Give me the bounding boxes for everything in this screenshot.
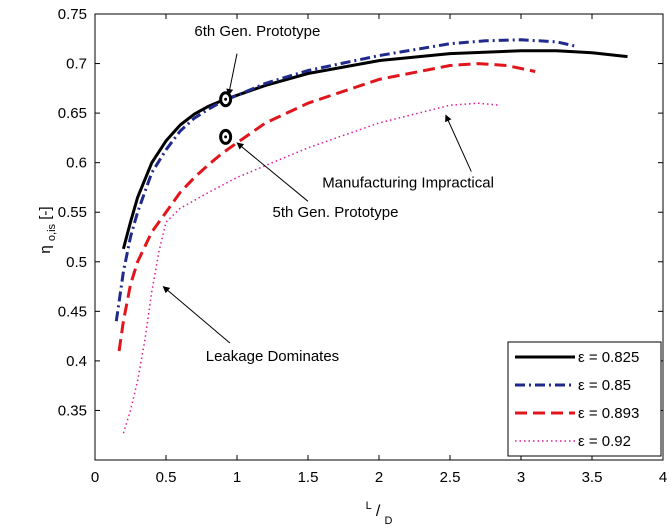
annotation-arrow-1 [226, 53, 238, 96]
y-axis-label: η o,is [-] [37, 206, 59, 253]
legend: ε = 0.825 ε = 0.85 ε = 0.893 ε = 0.92 [507, 341, 662, 457]
series-line-3 [117, 62, 536, 352]
y-axis-label-main: η [37, 245, 54, 253]
annotation-label-2: 5th Gen. Prototype [273, 204, 399, 221]
legend-label-1: ε = 0.825 [578, 349, 639, 366]
annotation-layer: 6th Gen. Prototype 5th Gen. Prototype Manu… [162, 23, 494, 365]
y-tick-label: 0.5 [66, 254, 87, 271]
y-axis-label-sub: o,is [46, 223, 58, 241]
y-tick-label: 0.6 [66, 155, 87, 172]
x-tick-label: 2.5 [440, 469, 461, 486]
plot-frame [94, 13, 664, 461]
y-tick-label: 0.45 [58, 303, 87, 320]
y-tick-label: 0.65 [58, 105, 87, 122]
x-axis-label-main: L [366, 500, 372, 512]
x-tick-label: 1.5 [298, 469, 319, 486]
x-tick-label: 0.5 [156, 469, 177, 486]
x-tick-label: 2 [375, 469, 383, 486]
x-tick-label: 3 [517, 469, 525, 486]
marker-layer [219, 91, 233, 145]
x-axis-label-sub: D [384, 515, 392, 527]
x-axis-label-sep: / [376, 503, 381, 520]
x-tick-label: 3.5 [582, 469, 603, 486]
legend-label-4: ε = 0.92 [578, 433, 631, 450]
legend-label-3: ε = 0.893 [578, 405, 639, 422]
x-tick-label: 0 [91, 469, 99, 486]
x-tick-label: 1 [233, 469, 241, 486]
prototype-marker-dot-1 [224, 97, 228, 101]
annotation-label-1: 6th Gen. Prototype [194, 23, 320, 40]
x-axis-label: L / D [366, 496, 393, 527]
y-tick-label: 0.7 [66, 56, 87, 73]
y-tick-label: 0.55 [58, 204, 87, 221]
axis-ticks: 0 0.5 1 1.5 2 2.5 3 3.5 4 0.35 0.4 0.45 0.5 0.55 0.6 0.… [58, 6, 667, 486]
annotation-arrow-2 [236, 142, 309, 202]
legend-box [507, 341, 662, 457]
annotation-arrow-4 [162, 286, 231, 344]
y-tick-label: 0.75 [58, 6, 87, 23]
y-axis-label-unit: [-] [37, 206, 54, 219]
y-tick-label: 0.35 [58, 402, 87, 419]
annotation-label-4: Leakage Dominates [206, 348, 339, 365]
annotation-label-3: Manufacturing Impractical [322, 174, 494, 191]
x-tick-label: 4 [659, 469, 667, 486]
series-line-4 [122, 102, 500, 434]
prototype-marker-dot-2 [224, 135, 228, 139]
annotation-arrow-3 [445, 114, 472, 172]
legend-entries: ε = 0.825 ε = 0.85 ε = 0.893 ε = 0.92 [515, 349, 639, 450]
y-tick-label: 0.4 [66, 353, 87, 370]
legend-label-2: ε = 0.85 [578, 377, 631, 394]
